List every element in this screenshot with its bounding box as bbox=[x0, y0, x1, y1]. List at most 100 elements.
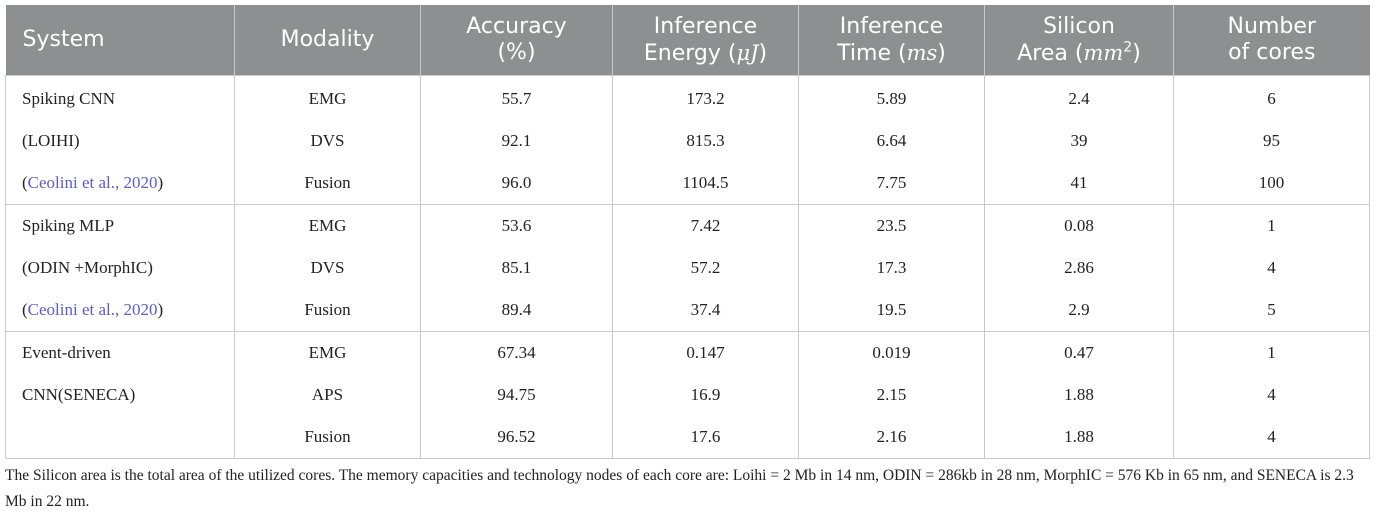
cell-accuracy: 67.34 bbox=[420, 331, 613, 374]
header-energy-line2a: Energy ( bbox=[643, 40, 737, 66]
cell-system: Spiking MLP bbox=[5, 204, 235, 247]
cell-modality: EMG bbox=[234, 331, 421, 374]
header-area-unit: mm bbox=[1083, 40, 1124, 65]
cell-area: 2.9 bbox=[984, 289, 1174, 332]
table-container: System Modality Accuracy (%) Inference E… bbox=[5, 5, 1370, 515]
header-system: System bbox=[5, 5, 235, 76]
table-row: Event-driven EMG 67.34 0.147 0.019 0.47 … bbox=[5, 331, 1370, 374]
header-time-unit: ms bbox=[906, 40, 938, 65]
cell-system: Event-driven bbox=[5, 331, 235, 374]
cell-cores: 4 bbox=[1173, 416, 1370, 459]
cell-area: 1.88 bbox=[984, 374, 1174, 416]
table-footnote: The Silicon area is the total area of th… bbox=[5, 467, 1354, 510]
table-row: Spiking MLP EMG 53.6 7.42 23.5 0.08 1 bbox=[5, 204, 1370, 247]
cell-accuracy: 96.0 bbox=[420, 162, 613, 205]
cell-cores: 1 bbox=[1173, 331, 1370, 374]
header-area-line2b: ) bbox=[1132, 40, 1141, 66]
cell-time: 17.3 bbox=[798, 247, 985, 289]
header-cores-line2: of cores bbox=[1228, 40, 1316, 65]
cell-energy: 17.6 bbox=[612, 416, 799, 459]
header-time: Inference Time (ms) bbox=[798, 5, 985, 76]
cell-cores: 6 bbox=[1173, 75, 1370, 120]
header-area-line1: Silicon bbox=[1043, 13, 1115, 39]
cell-area: 39 bbox=[984, 120, 1174, 162]
cell-area: 41 bbox=[984, 162, 1174, 205]
header-area-line2a: Area ( bbox=[1017, 40, 1084, 66]
table-row: (ODIN +MorphIC) DVS 85.1 57.2 17.3 2.86 … bbox=[5, 247, 1370, 289]
cell-system: (Ceolini et al., 2020) bbox=[5, 162, 235, 205]
header-time-line1: Inference bbox=[839, 13, 944, 39]
table-row: Fusion 96.52 17.6 2.16 1.88 4 bbox=[5, 416, 1370, 459]
cell-energy: 57.2 bbox=[612, 247, 799, 289]
cell-time: 2.16 bbox=[798, 416, 985, 459]
table-row: CNN(SENECA) APS 94.75 16.9 2.15 1.88 4 bbox=[5, 374, 1370, 416]
cell-cores: 5 bbox=[1173, 289, 1370, 332]
cell-area: 1.88 bbox=[984, 416, 1174, 459]
cell-energy: 7.42 bbox=[612, 204, 799, 247]
cell-cores: 100 bbox=[1173, 162, 1370, 205]
header-cores: Number of cores bbox=[1173, 5, 1370, 76]
cell-system: (Ceolini et al., 2020) bbox=[5, 289, 235, 332]
header-energy-unit: μJ bbox=[736, 40, 759, 65]
cell-energy: 37.4 bbox=[612, 289, 799, 332]
header-area: Silicon Area (mm2) bbox=[984, 5, 1174, 76]
header-energy-line1: Inference bbox=[653, 13, 758, 39]
table-row: (Ceolini et al., 2020) Fusion 89.4 37.4 … bbox=[5, 289, 1370, 332]
table-header: System Modality Accuracy (%) Inference E… bbox=[5, 5, 1370, 76]
cell-time: 6.64 bbox=[798, 120, 985, 162]
cell-accuracy: 96.52 bbox=[420, 416, 613, 459]
citation-close-paren: ) bbox=[157, 300, 164, 319]
cell-system bbox=[5, 416, 235, 459]
cell-time: 0.019 bbox=[798, 331, 985, 374]
cell-accuracy: 89.4 bbox=[420, 289, 613, 332]
cell-area: 0.08 bbox=[984, 204, 1174, 247]
cell-time: 7.75 bbox=[798, 162, 985, 205]
citation-link[interactable]: Ceolini et al., 2020 bbox=[27, 300, 158, 319]
cell-energy: 815.3 bbox=[612, 120, 799, 162]
cell-cores: 4 bbox=[1173, 374, 1370, 416]
cell-accuracy: 92.1 bbox=[420, 120, 613, 162]
cell-energy: 1104.5 bbox=[612, 162, 799, 205]
header-time-line2b: ) bbox=[937, 40, 946, 66]
table-body: Spiking CNN EMG 55.7 173.2 5.89 2.4 6 (L… bbox=[5, 75, 1370, 459]
header-accuracy-line1: Accuracy bbox=[466, 14, 567, 39]
cell-system: (ODIN +MorphIC) bbox=[5, 247, 235, 289]
header-energy-line2b: ) bbox=[758, 40, 768, 66]
cell-accuracy: 94.75 bbox=[420, 374, 613, 416]
cell-modality: EMG bbox=[234, 75, 421, 120]
cell-energy: 16.9 bbox=[612, 374, 799, 416]
cell-modality: EMG bbox=[234, 204, 421, 247]
cell-modality: Fusion bbox=[234, 162, 421, 205]
header-accuracy: Accuracy (%) bbox=[420, 5, 613, 76]
header-modality: Modality bbox=[234, 5, 421, 76]
cell-cores: 1 bbox=[1173, 204, 1370, 247]
cell-system: Spiking CNN bbox=[5, 75, 235, 120]
cell-modality: DVS bbox=[234, 247, 421, 289]
table-row: (LOIHI) DVS 92.1 815.3 6.64 39 95 bbox=[5, 120, 1370, 162]
cell-energy: 173.2 bbox=[612, 75, 799, 120]
header-cores-line1: Number bbox=[1227, 14, 1316, 39]
header-accuracy-line2: (%) bbox=[497, 40, 536, 65]
cell-area: 0.47 bbox=[984, 331, 1174, 374]
table-row: Spiking CNN EMG 55.7 173.2 5.89 2.4 6 bbox=[5, 75, 1370, 120]
cell-modality: APS bbox=[234, 374, 421, 416]
cell-time: 23.5 bbox=[798, 204, 985, 247]
cell-accuracy: 55.7 bbox=[420, 75, 613, 120]
citation-link[interactable]: Ceolini et al., 2020 bbox=[27, 173, 158, 192]
cell-modality: Fusion bbox=[234, 289, 421, 332]
citation-open-paren: ( bbox=[22, 173, 28, 192]
cell-time: 19.5 bbox=[798, 289, 985, 332]
cell-modality: Fusion bbox=[234, 416, 421, 459]
citation-open-paren: ( bbox=[22, 300, 28, 319]
cell-energy: 0.147 bbox=[612, 331, 799, 374]
cell-time: 2.15 bbox=[798, 374, 985, 416]
cell-cores: 4 bbox=[1173, 247, 1370, 289]
cell-accuracy: 53.6 bbox=[420, 204, 613, 247]
header-energy: Inference Energy (μJ) bbox=[612, 5, 799, 76]
cell-time: 5.89 bbox=[798, 75, 985, 120]
cell-area: 2.4 bbox=[984, 75, 1174, 120]
comparison-table: System Modality Accuracy (%) Inference E… bbox=[5, 5, 1370, 459]
cell-cores: 95 bbox=[1173, 120, 1370, 162]
citation-close-paren: ) bbox=[157, 173, 164, 192]
header-time-line2a: Time ( bbox=[837, 40, 907, 66]
